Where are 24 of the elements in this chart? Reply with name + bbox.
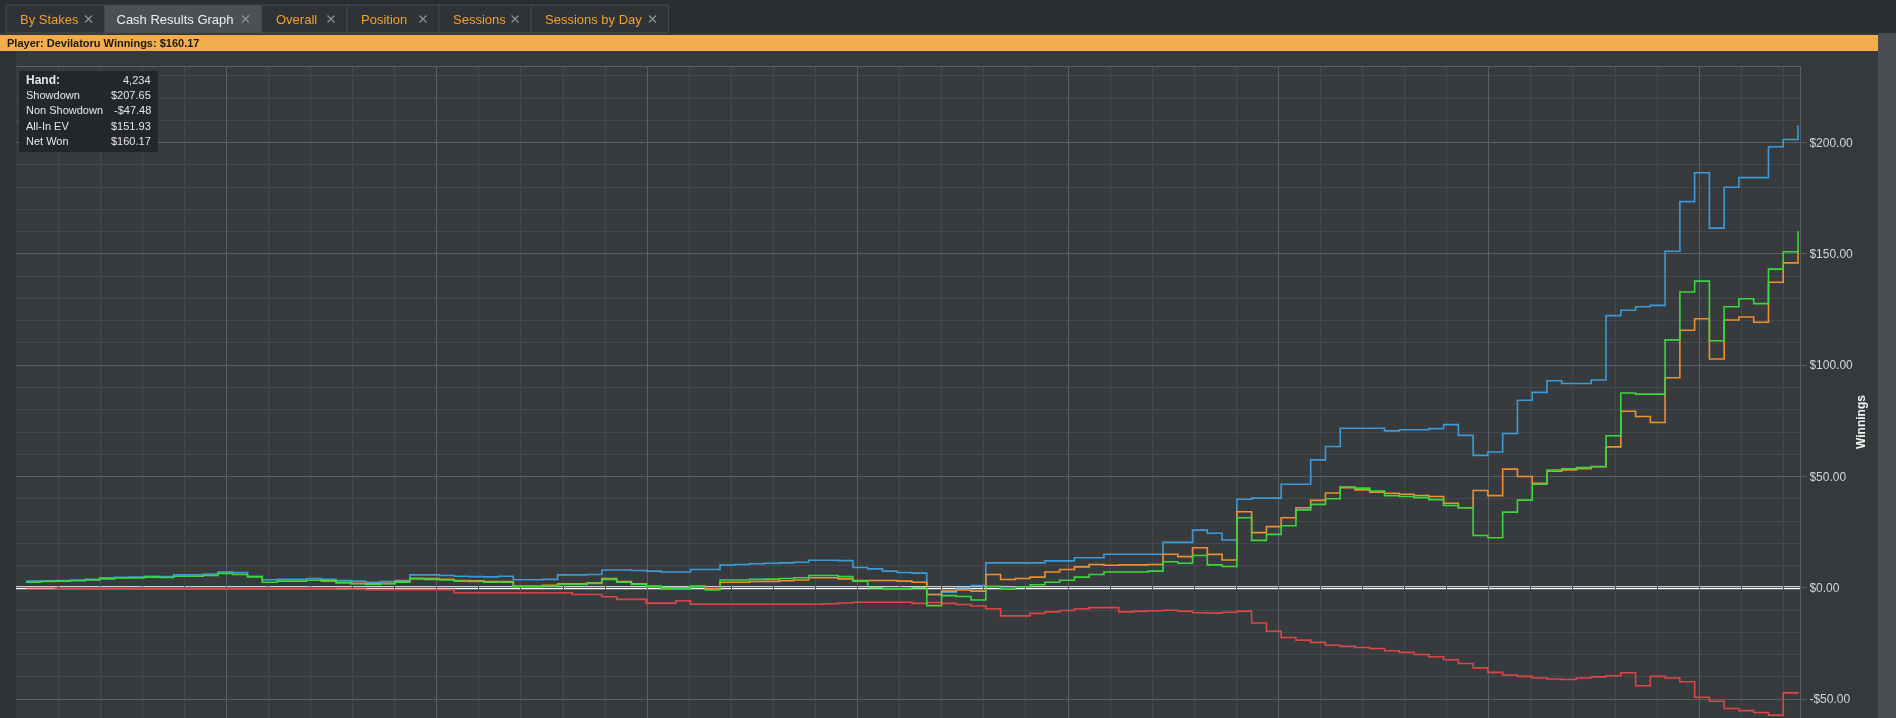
annotation: -$47.48 — [114, 104, 152, 116]
y-axis-title: Winnings — [1854, 394, 1868, 449]
y-tick-label: -$50.00 — [1809, 692, 1851, 707]
y-tick-label: $150.00 — [1809, 247, 1854, 262]
chart-title: Cash Results Graph — [116, 11, 234, 27]
y-tick-label: $50.00 — [1809, 469, 1847, 484]
annotation: 4,234 — [123, 74, 151, 86]
text: Sessions — [453, 12, 507, 27]
text: Sessions by Day — [545, 12, 643, 27]
text: Overall — [276, 12, 318, 27]
annotation: $151.93 — [111, 120, 151, 132]
y-tick-label: $0.00 — [1809, 581, 1840, 595]
annotation: All-In EV — [26, 120, 70, 132]
annotation: $207.65 — [111, 89, 151, 101]
annotation: Net Won — [26, 135, 69, 147]
annotation: Hand: — [26, 73, 60, 87]
chart-subtitle: Player: Devilatoru Winnings: $160.17 — [7, 37, 200, 49]
text: By Stakes — [20, 12, 80, 27]
y-tick-label: $100.00 — [1809, 358, 1854, 373]
annotation: Showdown — [26, 89, 80, 101]
text: Position — [361, 12, 408, 27]
y-tick-label: $200.00 — [1809, 135, 1854, 150]
annotation: $160.17 — [111, 135, 151, 147]
annotation: Non Showdown — [26, 104, 104, 116]
